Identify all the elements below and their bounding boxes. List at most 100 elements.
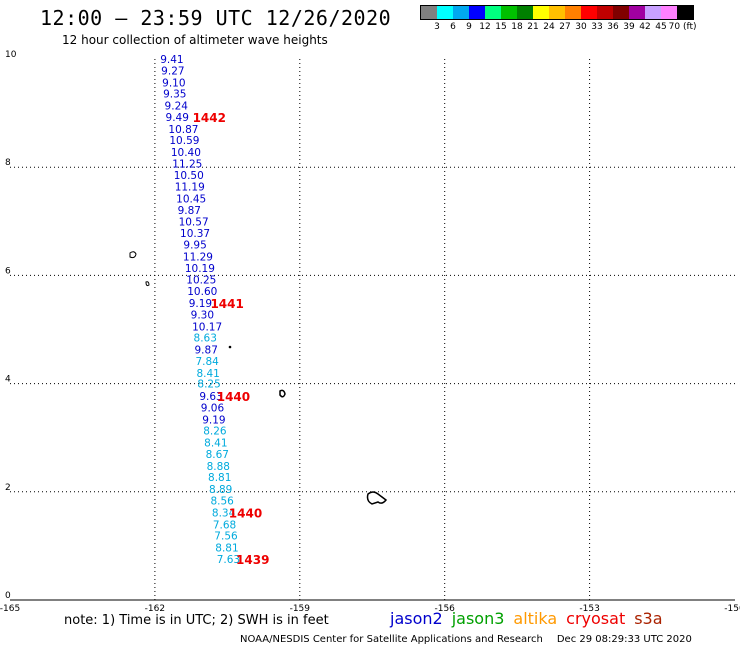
legend-label: 6 <box>450 22 456 32</box>
wave-height-label: 10.87 <box>168 124 198 136</box>
legend-label: 12 <box>479 22 491 32</box>
y-tick-label: 6 <box>5 266 11 276</box>
legend-swatch <box>501 6 517 19</box>
wave-height-label: 11.29 <box>183 251 213 263</box>
time-label: 1442 <box>193 111 226 125</box>
island-outline <box>145 281 150 287</box>
satellite-key: jason2 jason3 altika cryosat s3a <box>390 609 672 628</box>
legend-label: 18 <box>511 22 523 32</box>
wave-height-label: 10.60 <box>187 286 217 298</box>
wave-height-label: 10.50 <box>174 170 204 182</box>
wave-height-label: 9.95 <box>183 240 206 252</box>
wave-height-label: 10.40 <box>171 147 201 159</box>
legend-swatch <box>629 6 645 19</box>
legend-labels: 3 6 9 12 15 18 21 24 27 30 33 36 39 42 45 70 (ft) <box>420 20 697 32</box>
wave-height-label: 8.26 <box>203 426 227 438</box>
wave-height-label: 9.35 <box>163 89 186 101</box>
y-tick-label: 2 <box>5 483 11 493</box>
y-tick-label: 8 <box>5 158 11 168</box>
legend-swatch <box>421 6 437 19</box>
wave-height-label: 10.57 <box>179 216 209 228</box>
legend-swatch <box>565 6 581 19</box>
wave-height-label: 9.41 <box>160 54 183 66</box>
x-tick-label: -153 <box>579 604 599 614</box>
legend-swatch <box>549 6 565 19</box>
wave-height-label: 8.34 <box>212 507 236 519</box>
wave-height-label: 7.68 <box>213 519 236 531</box>
wave-height-label: 8.89 <box>209 484 232 496</box>
y-tick-label: 10 <box>5 50 17 60</box>
satellite-altika: altika <box>513 609 558 628</box>
legend-label: 15 <box>495 22 507 32</box>
wave-height-label: 9.87 <box>195 345 218 357</box>
y-tick-label: 0 <box>5 591 11 601</box>
legend-label: 70 (ft) <box>668 22 697 32</box>
credit-line: NOAA/NESDIS Center for Satellite Applica… <box>240 634 692 645</box>
island-outline <box>366 491 388 505</box>
color-legend: 3 6 9 12 15 18 21 24 27 30 33 36 39 42 45 70 (ft) <box>420 5 697 32</box>
legend-label: 27 <box>559 22 571 32</box>
wave-height-label: 10.45 <box>176 194 206 206</box>
x-tick-label: -159 <box>290 604 311 614</box>
wave-height-label: 8.88 <box>207 461 230 473</box>
legend-swatch <box>613 6 629 19</box>
map-subtitle: 12 hour collection of altimeter wave hei… <box>62 33 328 47</box>
legend-label: 45 <box>655 22 667 32</box>
satellite-cryosat: cryosat <box>566 609 626 628</box>
x-tick-label: -150 <box>724 604 740 614</box>
wave-height-label: 7.56 <box>214 531 238 543</box>
wave-height-label: 10.25 <box>186 275 216 287</box>
x-tick-label: -162 <box>145 604 165 614</box>
legend-label: 30 <box>575 22 587 32</box>
wave-height-label: 9.06 <box>201 402 225 414</box>
credit-text: NOAA/NESDIS Center for Satellite Applica… <box>240 634 543 645</box>
wave-height-label: 8.56 <box>210 495 234 507</box>
wave-height-label: 8.41 <box>196 368 219 380</box>
legend-swatch <box>453 6 469 19</box>
wave-height-label: 9.87 <box>178 205 201 217</box>
wave-height-label: 9.63 <box>199 391 222 403</box>
satellite-jason2: jason2 <box>390 609 443 628</box>
map-title: 12:00 — 23:59 UTC 12/26/2020 <box>40 6 392 30</box>
island-outline <box>228 345 232 349</box>
satellite-s3a: s3a <box>634 609 663 628</box>
time-label: 1440 <box>217 390 250 404</box>
wave-height-label: 9.24 <box>165 101 189 113</box>
wave-height-label: 9.10 <box>162 77 185 89</box>
wave-height-label: 8.81 <box>208 472 231 484</box>
legend-label: 39 <box>623 22 635 32</box>
wave-height-label: 9.19 <box>189 298 212 310</box>
legend-swatch <box>437 6 453 19</box>
legend-swatch <box>581 6 597 19</box>
wave-height-label: 8.41 <box>204 438 227 450</box>
legend-label: 3 <box>434 22 440 32</box>
footnote: note: 1) Time is in UTC; 2) SWH is in fe… <box>64 613 329 628</box>
x-tick-label: -156 <box>434 604 455 614</box>
legend-swatch <box>661 6 677 19</box>
legend-swatch <box>533 6 549 19</box>
legend-label: 33 <box>591 22 603 32</box>
wave-height-label: 7.84 <box>195 356 219 368</box>
time-label: 1441 <box>210 297 243 311</box>
wave-height-label: 10.59 <box>169 135 199 147</box>
wave-height-label: 8.63 <box>194 333 217 345</box>
wave-height-label: 11.25 <box>172 158 202 170</box>
legend-swatch <box>485 6 501 19</box>
legend-swatches <box>420 5 694 20</box>
wave-height-label: 10.37 <box>180 228 210 240</box>
legend-swatch <box>645 6 661 19</box>
generated-timestamp: Dec 29 08:29:33 UTC 2020 <box>556 634 692 645</box>
wave-height-label: 10.17 <box>192 321 222 333</box>
wave-height-label: 9.49 <box>166 112 189 124</box>
y-tick-label: 4 <box>5 375 11 385</box>
legend-label: 9 <box>466 22 472 32</box>
legend-swatch <box>677 6 693 19</box>
legend-label: 24 <box>543 22 555 32</box>
legend-swatch <box>469 6 485 19</box>
wave-height-label: 10.19 <box>185 263 215 275</box>
legend-label: 21 <box>527 22 539 32</box>
satellite-jason3: jason3 <box>451 609 505 628</box>
wave-height-label: 8.25 <box>197 379 220 391</box>
wave-height-label: 8.81 <box>215 543 238 555</box>
